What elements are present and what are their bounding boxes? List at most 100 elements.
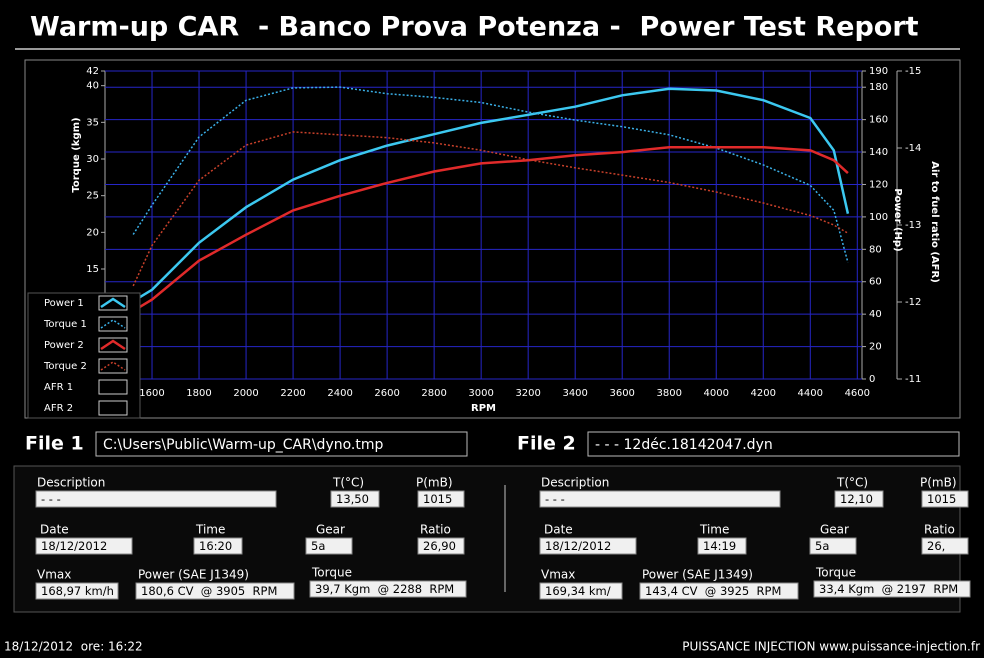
x-tick-label: 4200	[751, 388, 776, 399]
field-box	[813, 580, 971, 598]
field-box	[330, 490, 380, 508]
series-line	[132, 145, 849, 312]
field-value: 168,97 km/h	[41, 584, 114, 598]
file-path-box	[95, 431, 468, 457]
field-value: 26,	[927, 539, 945, 553]
legend-swatch	[98, 358, 128, 374]
field-box	[417, 537, 465, 555]
y3-axis-label: Air to fuel ratio (AFR)	[929, 161, 940, 283]
field-label: Gear	[820, 523, 849, 537]
x-tick-label: 3200	[515, 388, 540, 399]
field-label: Power (SAE J1349)	[642, 568, 753, 582]
field-value: 33,4 Kgm @ 2197 RPM	[819, 582, 958, 596]
legend-line	[100, 361, 126, 371]
y-tick-label: 35	[86, 117, 99, 128]
footer-left: 18/12/2012 ore: 16:22	[4, 640, 143, 654]
y-tick-label: 25	[86, 191, 99, 202]
field-label: T(°C)	[332, 476, 364, 490]
field-value: 18/12/2012	[545, 539, 611, 553]
field-label: Time	[195, 523, 225, 537]
field-box	[193, 537, 243, 555]
x-tick-label: 4000	[704, 388, 729, 399]
plot-area	[104, 70, 863, 380]
legend	[27, 292, 141, 419]
field-box	[35, 582, 119, 600]
field-label: Ratio	[420, 523, 451, 537]
legend-line	[100, 319, 126, 329]
field-value: 169,34 km/	[545, 584, 611, 598]
field-value: 13,50	[336, 492, 369, 506]
field-value: 180,6 CV @ 3905 RPM	[141, 584, 277, 598]
y2-tick-label: 160	[869, 115, 888, 126]
field-value: 1015	[927, 492, 956, 506]
field-label: Vmax	[37, 568, 71, 582]
y2-tick-label: 60	[869, 277, 882, 288]
x-tick-label: 3400	[562, 388, 587, 399]
x-tick-label: 2800	[421, 388, 446, 399]
x-tick-label: 3600	[609, 388, 634, 399]
field-box	[539, 582, 623, 600]
field-label: Description	[541, 476, 609, 490]
field-box	[697, 537, 747, 555]
y-tick-label: 20	[86, 227, 99, 238]
field-label: Date	[544, 523, 573, 537]
series-line	[132, 86, 849, 263]
legend-swatch	[98, 400, 128, 416]
field-value: 1015	[423, 492, 452, 506]
y2-tick-label: 40	[869, 309, 882, 320]
y2-tick-label: 0	[869, 374, 875, 385]
file-path: - - - 12déc.18142047.dyn	[595, 437, 773, 453]
field-box	[35, 490, 277, 508]
field-label: T(°C)	[836, 476, 868, 490]
field-label: Torque	[815, 566, 856, 580]
y-tick-label: 30	[86, 154, 99, 165]
field-label: Description	[37, 476, 105, 490]
field-label: Vmax	[541, 568, 575, 582]
y-tick-label: 15	[86, 264, 99, 275]
y3-tick-label: -15	[905, 66, 921, 77]
y2-tick-label: 100	[869, 212, 888, 223]
y3-tick-label: -11	[905, 374, 921, 385]
legend-label: Torque 2	[43, 361, 87, 372]
x-tick-label: 2400	[327, 388, 352, 399]
field-value: 5a	[311, 539, 325, 553]
y-axis-label: Torque (kgm)	[71, 117, 82, 192]
field-value: 18/12/2012	[41, 539, 107, 553]
legend-label: AFR 1	[44, 382, 73, 393]
field-value: 16:20	[199, 539, 232, 553]
field-value: - - -	[545, 492, 565, 506]
legend-label: AFR 2	[44, 403, 73, 414]
field-box	[921, 490, 969, 508]
file-path: C:\Users\Public\Warm-up_CAR\dyno.tmp	[103, 437, 384, 453]
file-label: File 1	[25, 433, 84, 455]
field-label: Torque	[311, 566, 352, 580]
y2-tick-label: 80	[869, 244, 882, 255]
field-label: Gear	[316, 523, 345, 537]
y3-tick-label: -14	[905, 143, 921, 154]
x-tick-label: 4400	[798, 388, 823, 399]
field-box	[834, 490, 884, 508]
legend-swatch	[98, 316, 128, 332]
legend-line	[100, 339, 126, 351]
y-tick-label: 42	[86, 66, 99, 77]
y2-tick-label: 140	[869, 147, 888, 158]
field-box	[135, 582, 295, 600]
field-box	[35, 537, 133, 555]
x-tick-label: 2200	[280, 388, 305, 399]
field-box	[921, 537, 969, 555]
x-tick-label: 2000	[233, 388, 258, 399]
field-value: - - -	[41, 492, 61, 506]
field-value: 143,4 CV @ 3925 RPM	[645, 584, 781, 598]
x-tick-label: 1800	[186, 388, 211, 399]
field-box	[305, 537, 353, 555]
x-axis-label: RPM	[471, 403, 496, 414]
legend-label: Torque 1	[43, 319, 87, 330]
x-tick-label: 2600	[374, 388, 399, 399]
legend-line	[100, 297, 126, 309]
x-tick-label: 3000	[468, 388, 493, 399]
legend-swatch	[98, 337, 128, 353]
legend-label: Power 2	[44, 340, 84, 351]
field-label: P(mB)	[920, 476, 957, 490]
legend-swatch	[98, 295, 128, 311]
